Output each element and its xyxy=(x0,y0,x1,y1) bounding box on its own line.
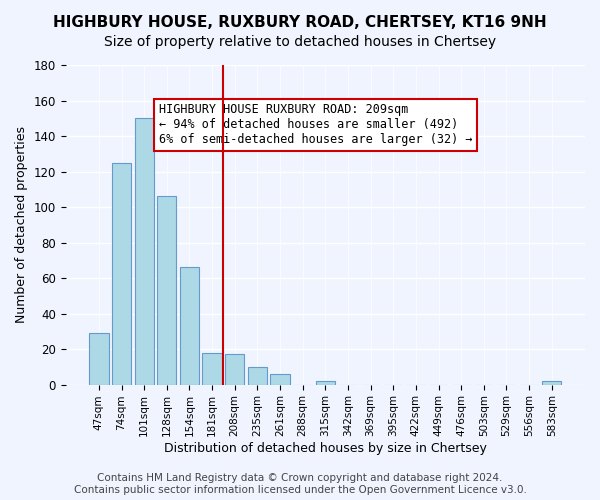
Bar xyxy=(89,333,109,384)
Y-axis label: Number of detached properties: Number of detached properties xyxy=(15,126,28,324)
Bar xyxy=(542,381,562,384)
Bar xyxy=(202,352,222,384)
Bar xyxy=(112,162,131,384)
Bar xyxy=(225,354,244,384)
Text: Contains HM Land Registry data © Crown copyright and database right 2024.
Contai: Contains HM Land Registry data © Crown c… xyxy=(74,474,526,495)
Bar xyxy=(271,374,290,384)
X-axis label: Distribution of detached houses by size in Chertsey: Distribution of detached houses by size … xyxy=(164,442,487,455)
Text: HIGHBURY HOUSE, RUXBURY ROAD, CHERTSEY, KT16 9NH: HIGHBURY HOUSE, RUXBURY ROAD, CHERTSEY, … xyxy=(53,15,547,30)
Bar xyxy=(316,381,335,384)
Text: Size of property relative to detached houses in Chertsey: Size of property relative to detached ho… xyxy=(104,35,496,49)
Bar xyxy=(180,268,199,384)
Text: HIGHBURY HOUSE RUXBURY ROAD: 209sqm
← 94% of detached houses are smaller (492)
6: HIGHBURY HOUSE RUXBURY ROAD: 209sqm ← 94… xyxy=(159,104,473,146)
Bar xyxy=(157,196,176,384)
Bar xyxy=(134,118,154,384)
Bar xyxy=(248,367,267,384)
